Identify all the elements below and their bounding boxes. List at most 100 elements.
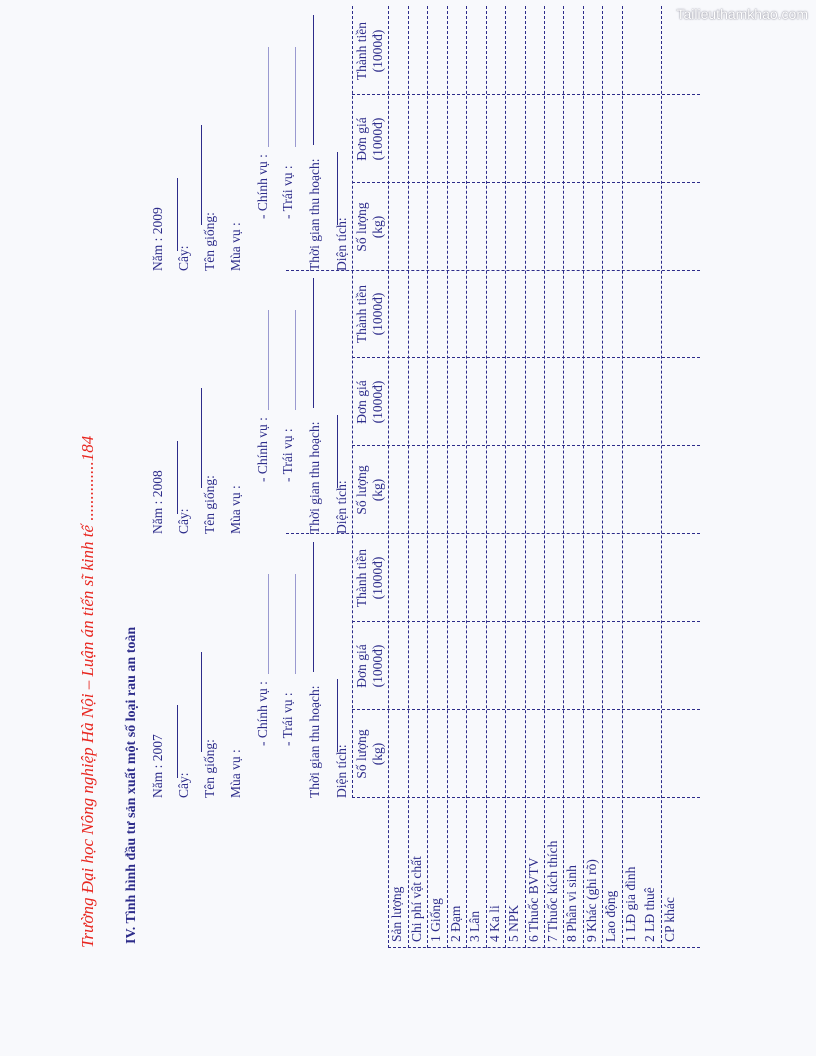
column-header: Số lượng (kg) (354, 446, 386, 534)
area-line (337, 415, 338, 488)
column-header: Thành tiền (1000đ) (354, 7, 386, 95)
table-row-label: Sản lượng (389, 886, 404, 942)
main-season-label: - Chính vụ : (255, 417, 270, 482)
column-header: Đơn giá (1000đ) (354, 95, 386, 183)
column-header: Đơn giá (1000đ) (354, 358, 386, 446)
column-header-line1: Số lượng (354, 202, 369, 252)
crop-label: Cây: (176, 508, 191, 535)
harvest-time-label: Thời gian thu hoạch: (307, 685, 322, 799)
variety-line (201, 125, 202, 225)
table-row-line (563, 6, 564, 948)
column-header-line1: Số lượng (354, 729, 369, 779)
table-row-line (486, 6, 487, 948)
column-divider (352, 445, 700, 446)
section-title: IV. Tình hình đầu tư sản xuất một số loạ… (124, 626, 139, 944)
table-row-line (583, 6, 584, 948)
table-row-label: 1 LĐ gia đình (623, 866, 638, 942)
main-season-label: - Chính vụ : (255, 681, 270, 746)
year-label: Năm : 2007 (150, 734, 165, 798)
table-row-line (661, 6, 662, 948)
area-label: Diện tích: (334, 744, 349, 798)
crop-line (177, 705, 178, 778)
harvest-time-line (313, 15, 314, 145)
header-separator (388, 6, 389, 948)
table-row-label: 6 Thuốc BVTV (526, 857, 541, 943)
table-row-label: Chi phí vật chất (409, 856, 424, 942)
crop-label: Cây: (176, 245, 191, 272)
table-row-line (622, 6, 623, 948)
main-season-line (268, 47, 269, 147)
table-row-label: 9 Khác (ghi rõ) (584, 859, 599, 942)
column-header-line2: (kg) (370, 478, 385, 502)
table-row-label: 7 Thuốc kích thích (545, 840, 560, 942)
year-divider (286, 533, 700, 534)
column-header-line1: Số lượng (354, 465, 369, 515)
page-header: Trường Đại học Nông nghiệp Hà Nội – Luận… (78, 435, 97, 948)
column-header-line2: (1000đ) (370, 556, 385, 600)
table-row-line (466, 6, 467, 948)
column-header-line2: (kg) (370, 215, 385, 239)
column-divider (352, 94, 700, 95)
column-divider (352, 621, 700, 622)
label-column-divider (352, 797, 700, 798)
table-row-line (408, 6, 409, 948)
table-row-line (505, 6, 506, 948)
column-header: Số lượng (kg) (354, 710, 386, 798)
column-header-line1: Đơn giá (354, 117, 369, 161)
column-header-line2: (1000đ) (370, 644, 385, 688)
table-row-label: 2 LĐ thuê (642, 887, 657, 942)
area-line (337, 679, 338, 752)
season-label: Mùa vụ : (228, 222, 243, 271)
column-divider (352, 357, 700, 358)
column-divider (352, 182, 700, 183)
table-row-line (602, 6, 603, 948)
harvest-time-label: Thời gian thu hoạch: (307, 158, 322, 272)
table-row-label: 1 Giống (428, 898, 443, 942)
main-season-line (268, 574, 269, 674)
watermark: Tailieuthamkhao.com (676, 6, 808, 22)
column-header: Thành tiền (1000đ) (354, 534, 386, 622)
main-season-label: - Chính vụ : (255, 154, 270, 219)
table-row-label: 2 Đạm (448, 905, 463, 942)
column-header: Đơn giá (1000đ) (354, 622, 386, 710)
column-header: Thành tiền (1000đ) (354, 270, 386, 358)
off-season-line (295, 310, 296, 410)
season-label: Mùa vụ : (228, 485, 243, 534)
variety-label: Tên giống: (202, 739, 217, 798)
crop-label: Cây: (176, 772, 191, 799)
table-row-label: Lao động (603, 890, 618, 942)
year-label: Năm : 2008 (150, 470, 165, 534)
table-row-label: 5 NPK (506, 904, 521, 942)
harvest-time-line (313, 278, 314, 408)
column-header-line1: Thành tiền (354, 21, 369, 81)
column-header-line2: (1000đ) (370, 380, 385, 424)
column-header-line1: Đơn giá (354, 644, 369, 688)
harvest-time-label: Thời gian thu hoạch: (307, 421, 322, 535)
crop-line (177, 441, 178, 514)
column-header-line2: (kg) (370, 742, 385, 766)
off-season-line (295, 574, 296, 674)
table-row-label: 8 Phân vi sinh (564, 865, 579, 942)
off-season-label: - Trái vụ : (280, 165, 295, 219)
variety-line (201, 652, 202, 752)
season-label: Mùa vụ : (228, 749, 243, 798)
column-header: Số lượng (kg) (354, 183, 386, 271)
column-header-line1: Thành tiền (354, 548, 369, 608)
column-header-line2: (1000đ) (370, 29, 385, 73)
year-label: Năm : 2009 (150, 207, 165, 271)
table-row-line (525, 6, 526, 948)
crop-line (177, 178, 178, 251)
column-divider (352, 709, 700, 710)
column-header-line1: Đơn giá (354, 380, 369, 424)
area-line (337, 152, 338, 225)
off-season-label: - Trái vụ : (280, 428, 295, 482)
year-divider (286, 270, 700, 271)
table-row-label: 4 Ka li (487, 905, 502, 942)
main-season-line (268, 310, 269, 410)
harvest-time-line (313, 542, 314, 672)
table-row-line (447, 6, 448, 948)
column-header-line1: Thành tiền (354, 284, 369, 344)
variety-label: Tên giống: (202, 212, 217, 271)
off-season-label: - Trái vụ : (280, 692, 295, 746)
